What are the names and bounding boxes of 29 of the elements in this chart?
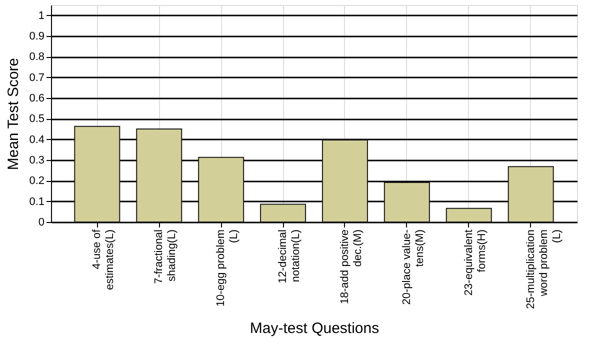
- y-tick-label: 0.7: [29, 72, 44, 84]
- bar: [136, 128, 182, 222]
- x-tick-label: 12-decimal notation(L): [277, 230, 302, 284]
- x-tick-label: 20-place value- tens(M): [400, 229, 426, 305]
- x-tick-label: 25-multiplication word problem (L): [524, 230, 563, 309]
- bar: [384, 182, 430, 222]
- x-tick-label: 7-fractional shading(L): [153, 230, 178, 284]
- y-tick-label: 1: [38, 10, 44, 22]
- x-tick-label: 10-egg problem (L): [215, 230, 240, 307]
- y-tick-label: 0.2: [29, 175, 44, 188]
- x-tick-label: 23-equivalent forms(H): [462, 230, 488, 296]
- y-tick-label: 0.8: [29, 51, 44, 64]
- x-tick-label: 4-use of estimates(L): [91, 228, 116, 290]
- y-tick-label: 0.6: [29, 92, 44, 104]
- bar: [74, 126, 120, 222]
- bar: [322, 139, 368, 222]
- x-axis-title: May-test Questions: [250, 320, 380, 337]
- bar: [508, 166, 554, 222]
- y-tick-label: 0: [38, 216, 44, 228]
- y-axis-title: Mean Test Score: [5, 58, 22, 170]
- bar: [198, 156, 244, 222]
- y-tick-label: 0.9: [29, 30, 44, 42]
- x-tick-label: 18-add positive dec.(M): [338, 230, 364, 304]
- bar: [446, 208, 492, 222]
- y-tick-label: 0.1: [29, 196, 44, 208]
- bar: [260, 204, 306, 222]
- y-tick-label: 0.5: [29, 113, 44, 126]
- y-tick-label: 0.3: [29, 154, 44, 166]
- y-tick-label: 0.4: [29, 134, 44, 146]
